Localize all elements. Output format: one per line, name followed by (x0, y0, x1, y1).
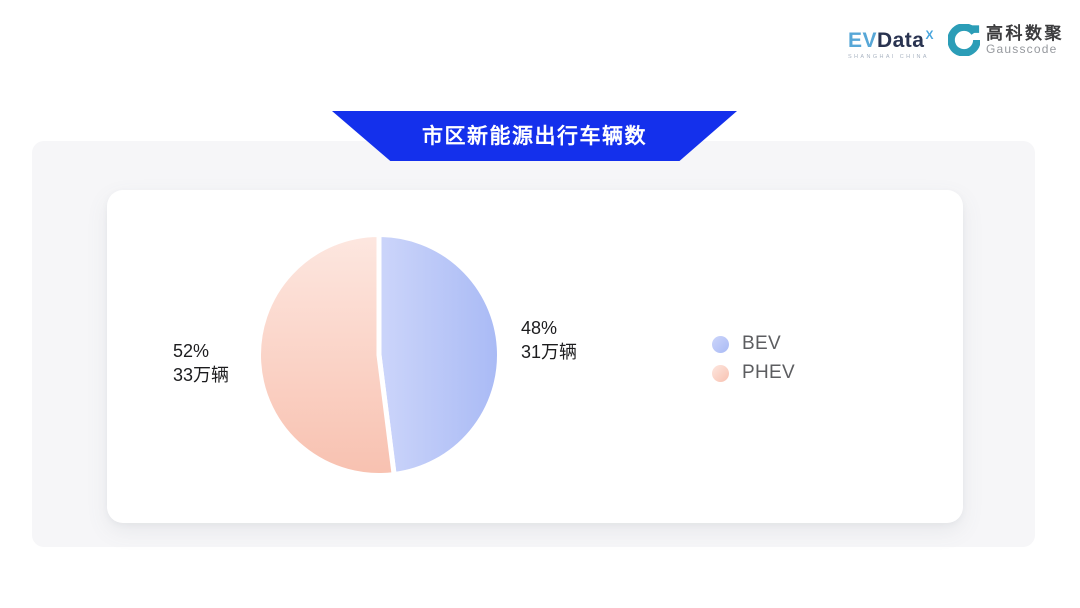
bev-percent: 48% (521, 318, 558, 338)
chart-card: 48% 31万辆 52% 33万辆 BEV PHEV (107, 190, 963, 523)
header-logos: EVDataX SHANGHAI CHINA 高科数聚 Gausscode (848, 20, 1064, 60)
evdata-ev-text: EV (847, 29, 877, 52)
gausscode-text: 高科数聚 Gausscode (986, 24, 1064, 56)
evdata-logo: EVDataX SHANGHAI CHINA (848, 20, 934, 60)
legend-dot-phev-icon (712, 364, 729, 382)
pie-slice-phev[interactable] (256, 232, 397, 478)
evdata-x-icon: X (925, 28, 934, 42)
chart-title: 市区新能源出行车辆数 (422, 125, 647, 148)
legend-item-bev[interactable]: BEV (712, 333, 795, 355)
banner: 市区新能源出行车辆数 (332, 111, 737, 161)
gausscode-logo: 高科数聚 Gausscode (947, 23, 1064, 57)
pie-chart (256, 232, 502, 478)
phev-value: 33万辆 (173, 365, 230, 385)
legend-label-phev: PHEV (742, 362, 795, 383)
pie-slice-bev[interactable] (376, 232, 502, 478)
phev-data-label: 52% 33万辆 (173, 339, 229, 387)
bev-value: 31万辆 (521, 342, 578, 362)
bev-data-label: 48% 31万辆 (521, 316, 577, 364)
phev-percent: 52% (173, 341, 210, 361)
evdata-wordmark: EVDataX (848, 24, 934, 52)
legend-label-bev: BEV (742, 333, 781, 354)
evdata-data-text: Data (876, 29, 925, 52)
chart-legend: BEV PHEV (712, 333, 795, 384)
gausscode-en-name: Gausscode (986, 42, 1058, 56)
gausscode-mark-icon (947, 23, 981, 57)
legend-dot-bev-icon (712, 335, 729, 353)
evdata-subtitle: SHANGHAI CHINA (847, 54, 929, 60)
legend-item-phev[interactable]: PHEV (712, 362, 795, 384)
gausscode-cn-name: 高科数聚 (986, 24, 1064, 43)
